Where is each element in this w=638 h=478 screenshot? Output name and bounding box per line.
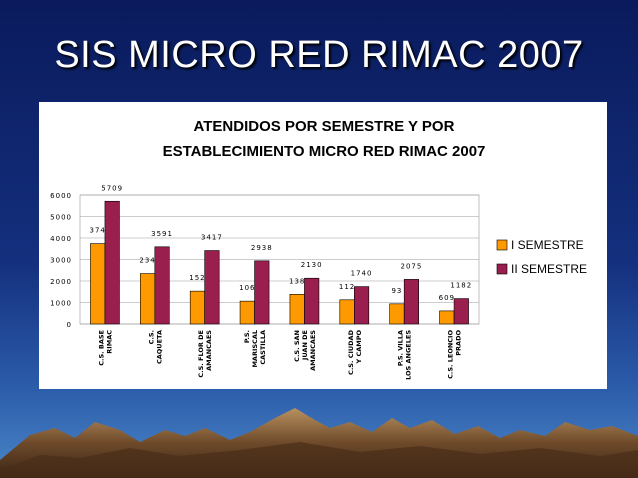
legend-label-ii-semestre: II SEMESTRE [511, 262, 587, 276]
x-category-label: C.S. CAQUETA [147, 330, 163, 364]
bar-i-semestre [90, 243, 106, 325]
x-category-label: C.S. LEONCIO PRADO [447, 330, 463, 379]
y-tick-label: 1000 [50, 300, 72, 308]
bar-i-semestre [239, 300, 255, 325]
x-category-label-line: CAQUETA [155, 330, 163, 364]
legend-label-i-semestre: I SEMESTRE [511, 238, 584, 252]
x-category-label-line: RIMAC [105, 330, 113, 354]
data-label-i-semestre: 152 [189, 274, 205, 282]
x-category-label-line: P.S. [243, 330, 251, 343]
x-category-label: C.S. FLOR DE AMANCAES [197, 330, 213, 378]
x-category-label-line: AMANCAES [205, 330, 213, 371]
x-category-label-line: PRADO [455, 330, 463, 356]
x-category-label-line: C.S. BASE [97, 330, 105, 366]
legend-swatch-ii-semestre [496, 263, 508, 275]
data-label-ii-semestre: 1740 [351, 270, 373, 278]
y-tick-label: 2000 [50, 278, 72, 286]
x-category-label-line: C.S. CIUDAD [347, 329, 355, 375]
x-category-label-line: C.S. SAN [293, 330, 301, 362]
chart-title-line2: ESTABLECIMIENTO MICRO RED RIMAC 2007 [162, 143, 486, 160]
bar-ii-semestre [453, 298, 469, 325]
x-category-label: P.S. VILLA LOS ANGELES [397, 330, 413, 380]
bar-chart: 0 1000 2000 3000 4000 5000 6000 374 5709 C.S. BAS… [50, 184, 600, 380]
x-category-label-line: C.S. FLOR DE [197, 330, 205, 378]
y-tick-label: 0 [67, 321, 72, 329]
x-category-label-line: LOS ANGELES [405, 330, 413, 380]
x-category-label: P.S. MARISCAL CASTILLA [243, 330, 267, 368]
bar-ii-semestre [154, 246, 170, 325]
y-tick-label: 3000 [50, 257, 72, 265]
bar-ii-semestre [204, 250, 220, 325]
chart-panel: ATENDIDOS POR SEMESTRE Y POR ESTABLECIMI… [39, 102, 607, 389]
mountain-range-decoration [0, 408, 638, 478]
bar-ii-semestre [354, 286, 370, 325]
data-label-i-semestre: 93 [391, 287, 402, 295]
x-category-label-line: C.S. LEONCIO [447, 330, 455, 379]
x-category-label-line: JUAN DE [301, 330, 309, 361]
x-category-label: C.S. BASE RIMAC [97, 330, 113, 366]
data-label-ii-semestre: 2075 [401, 262, 423, 270]
data-label-ii-semestre: 3591 [151, 230, 173, 238]
x-category-label-line: C.S. [147, 330, 155, 344]
data-label-ii-semestre: 3417 [201, 234, 223, 242]
slide-title: SIS MICRO RED RIMAC 2007 [54, 34, 584, 76]
bar-i-semestre [289, 294, 305, 325]
bar-ii-semestre [254, 260, 270, 325]
data-label-ii-semestre: 5709 [101, 184, 123, 192]
legend-swatch-i-semestre [496, 239, 508, 251]
data-label-i-semestre: 609 [439, 294, 455, 302]
data-label-i-semestre: 374 [90, 227, 106, 235]
bar-ii-semestre [403, 279, 419, 325]
x-category-label-line: Y CAMPO [355, 330, 363, 365]
bar-i-semestre [389, 303, 405, 325]
data-label-ii-semestre: 2130 [301, 261, 323, 269]
bar-ii-semestre [104, 200, 120, 325]
data-label-i-semestre: 112 [339, 283, 355, 291]
data-label-ii-semestre: 2938 [251, 244, 273, 252]
data-label-i-semestre: 106 [239, 284, 255, 292]
y-tick-label: 4000 [50, 235, 72, 243]
bar-i-semestre [339, 299, 355, 325]
bar-i-semestre [189, 290, 205, 325]
y-tick-label: 6000 [50, 192, 72, 200]
data-label-ii-semestre: 1182 [450, 282, 472, 290]
bar-i-semestre [439, 310, 455, 325]
x-category-label: C.S. SAN JUAN DE AMANCAES [293, 330, 317, 371]
chart-title-line1: ATENDIDOS POR SEMESTRE Y POR [193, 118, 455, 135]
bar-i-semestre [140, 273, 156, 325]
bar-ii-semestre [304, 277, 320, 325]
legend-box [491, 234, 600, 282]
data-label-i-semestre: 138 [289, 277, 305, 285]
x-category-label-line: MARISCAL [251, 330, 259, 368]
x-category-label: C.S. CIUDAD Y CAMPO [347, 329, 363, 375]
y-tick-label: 5000 [50, 214, 72, 222]
data-label-i-semestre: 234 [139, 257, 155, 265]
x-category-label-line: P.S. VILLA [397, 330, 405, 366]
x-category-label-line: CASTILLA [259, 330, 267, 365]
x-category-label-line: AMANCAES [309, 330, 317, 371]
